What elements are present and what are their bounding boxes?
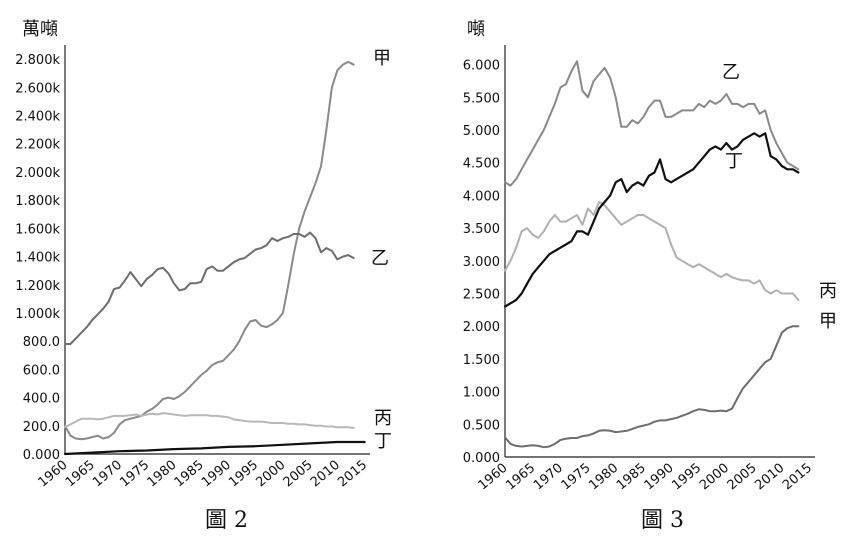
fig3-y-unit: 噸: [467, 19, 485, 40]
fig2-y-tick-label: 2.600k: [15, 81, 60, 96]
fig3-y-tick-label: 1.000: [463, 386, 500, 401]
fig2-y-tick-label: 2.200k: [15, 138, 60, 153]
fig3-label-bing: 丙: [819, 281, 837, 302]
fig3-series-bing-line: [504, 201, 800, 301]
fig2-x-tick-label: 2000: [253, 458, 288, 491]
fig3-x-tick-label: 2010: [752, 461, 787, 494]
fig3-y-tick-label: 5.000: [463, 124, 500, 139]
fig2-y-tick-label: 2.800k: [15, 53, 60, 68]
fig3-series-ding-line: [503, 132, 800, 308]
fig2-series-yi-line: [64, 231, 355, 345]
fig2-y-tick-label: 0.000: [23, 448, 60, 463]
fig3-x-tick-label: 2000: [697, 461, 732, 494]
fig3-y-tick-label: 6.000: [463, 59, 500, 74]
fig3-y-tick-label: 2.000: [463, 320, 500, 335]
fig2-x-tick-label: 2015: [335, 458, 370, 491]
fig3-x-tick-label: 2005: [725, 461, 760, 494]
chart-fig2: 萬噸 甲 乙 丙 丁 圖 2 0.000 200.0 400.0 600.0 800.0…: [15, 19, 392, 533]
fig3-caption: 圖 3: [641, 508, 684, 533]
fig3-label-jia: 甲: [819, 311, 837, 332]
fig3-x-tick-label: 1985: [614, 461, 649, 494]
fig2-x-tick-label: 1990: [199, 458, 234, 491]
fig2-series-jia-line: [64, 60, 355, 441]
fig3-y-tick-label: 3.500: [463, 222, 500, 237]
fig2-y-tick-label: 1.400k: [15, 251, 60, 266]
fig2-y-tick-label: 2.400k: [15, 110, 60, 125]
fig2-label-bing: 丙: [374, 408, 392, 429]
fig3-y-tick-label: 5.500: [463, 91, 500, 106]
fig3-x-tick-label: 1990: [642, 461, 677, 494]
fig2-label-yi: 乙: [371, 248, 389, 269]
fig3-x-tick-label: 1995: [669, 461, 704, 494]
fig3-y-tick-label: 1.500: [463, 353, 500, 368]
fig3-series-yi-line: [504, 60, 800, 187]
fig2-y-tick-label: 400.0: [23, 392, 60, 407]
fig2-x-tick-label: 1995: [226, 458, 261, 491]
fig2-series-ding-line: [63, 440, 366, 456]
fig2-y-tick-label: 1.600k: [15, 222, 60, 237]
fig2-x-tick-label: 1970: [90, 458, 125, 491]
fig2-caption: 圖 2: [205, 508, 248, 533]
fig2-x-tick-label: 2010: [308, 458, 343, 491]
fig2-y-tick-label: 1.800k: [15, 194, 60, 209]
fig3-series-jia-line: [504, 325, 800, 449]
fig2-y-tick-label: 800.0: [23, 335, 60, 350]
fig3-x-tick-label: 2015: [780, 461, 815, 494]
fig2-label-ding: 丁: [374, 431, 392, 452]
fig2-y-unit: 萬噸: [22, 19, 58, 40]
fig3-y-tick-label: 4.500: [463, 157, 500, 172]
chart-fig3: 噸 乙 丁 丙 甲 圖 3 0.000 0.500 1.000 1.500 2.000 2…: [463, 19, 837, 533]
fig2-label-jia: 甲: [373, 48, 391, 69]
fig3-label-ding: 丁: [725, 151, 743, 172]
fig3-series-labels: 乙 丁 丙 甲: [722, 62, 837, 332]
fig2-y-tick-label: 600.0: [23, 363, 60, 378]
fig3-x-tick-label: 1965: [503, 461, 538, 494]
fig2-x-tick-label: 1975: [117, 458, 152, 491]
fig3-y-tick-label: 0.000: [463, 451, 500, 466]
fig3-y-tick-label: 2.500: [463, 288, 500, 303]
fig3-label-yi: 乙: [722, 62, 740, 83]
fig2-x-tick-label: 2005: [281, 458, 316, 491]
fig2-y-tick-label: 200.0: [23, 420, 60, 435]
fig3-y-tick-label: 0.500: [463, 418, 500, 433]
fig3-x-tick-label: 1980: [586, 461, 621, 494]
fig2-series-bing-line: [64, 412, 355, 429]
fig2-x-tick-label: 1980: [145, 458, 180, 491]
fig3-x-tick-label: 1970: [531, 461, 566, 494]
fig2-series-labels: 甲 乙 丙 丁: [371, 48, 392, 452]
fig3-y-tick-label: 4.000: [463, 189, 500, 204]
fig2-x-tick-label: 1965: [63, 458, 98, 491]
fig2-y-tick-label: 2.000k: [15, 166, 60, 181]
fig3-x-tick-label: 1975: [559, 461, 594, 494]
fig2-y-tick-label: 1.000k: [15, 307, 60, 322]
fig2-y-tick-label: 1.200k: [15, 279, 60, 294]
fig3-y-tick-label: 3.000: [463, 255, 500, 270]
fig2-x-tick-label: 1985: [172, 458, 207, 491]
